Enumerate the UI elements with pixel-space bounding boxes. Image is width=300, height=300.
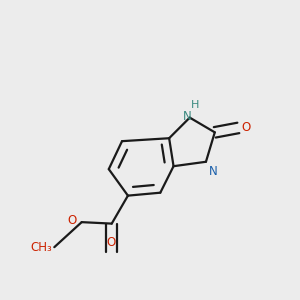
Text: CH₃: CH₃ <box>30 241 52 254</box>
Text: N: N <box>183 110 192 123</box>
Text: N: N <box>209 165 218 178</box>
Text: H: H <box>191 100 200 110</box>
Text: O: O <box>106 236 116 249</box>
Text: O: O <box>67 214 76 227</box>
Text: O: O <box>242 122 251 134</box>
